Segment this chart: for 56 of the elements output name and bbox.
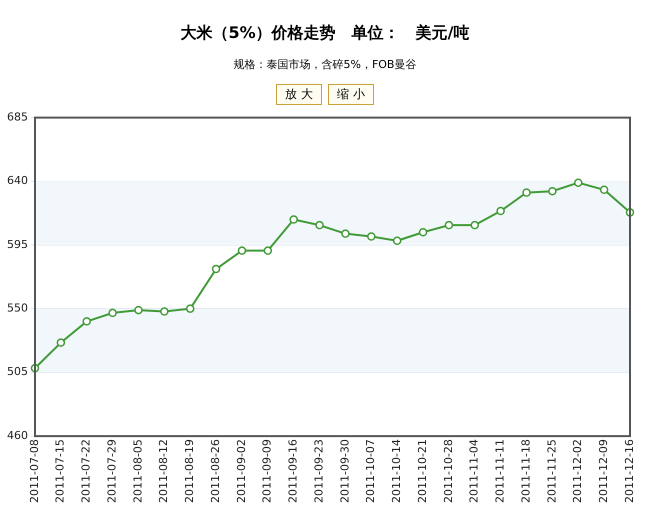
x-tick-label: 2011-10-28 [442, 439, 455, 504]
point [392, 236, 402, 245]
point [367, 232, 376, 241]
x-tick-label: 2011-07-29 [105, 439, 118, 504]
x-tick-label: 2011-11-11 [494, 439, 507, 504]
y-tick-label: 505 [6, 365, 28, 378]
x-tick-label: 2011-08-26 [208, 439, 222, 504]
y-tick-label: 685 [6, 110, 28, 124]
x-tick-label: 2011-09-09 [260, 439, 274, 504]
point [108, 308, 117, 318]
point [600, 186, 608, 194]
x-tick-label: 2011-11-18 [519, 439, 532, 504]
point [418, 228, 428, 236]
point [289, 215, 298, 224]
x-tick-label: 2011-09-02 [234, 439, 248, 504]
x-tick-label: 2011-10-07 [364, 439, 378, 504]
x-tick-label: 2011-10-14 [390, 439, 404, 504]
point [444, 220, 454, 230]
x-tick-label: 2011-08-05 [131, 439, 144, 504]
x-tick-label: 2011-12-02 [571, 439, 584, 504]
point [341, 229, 350, 238]
point [82, 317, 91, 326]
point [134, 306, 143, 314]
x-tick-label: 2011-09-30 [338, 439, 352, 504]
point [238, 246, 246, 255]
x-tick-label: 2011-12-09 [596, 439, 610, 504]
x-tick-label: 2011-09-16 [286, 439, 300, 504]
x-tick-label: 2011-08-12 [157, 439, 170, 504]
x-tick-label: 2011-12-16 [622, 439, 636, 504]
point [186, 304, 194, 313]
x-tick-label: 2011-07-08 [28, 439, 41, 504]
point [264, 246, 272, 255]
chart-title: 大米（5%）价格走势 单位： 美元/吨 [179, 22, 470, 44]
y-tick-label: 595 [6, 238, 28, 251]
x-tick-label: 2011-08-19 [183, 439, 196, 504]
chart-subtitle: 规格：泰国市场，含碎5%，FOB曼谷 [232, 56, 418, 72]
x-tick-label: 2011-07-22 [80, 439, 93, 504]
point [212, 264, 220, 274]
point [470, 220, 480, 230]
x-tick-label: 2011-10-21 [416, 439, 429, 504]
y-tick-label: 550 [6, 302, 28, 315]
point [574, 178, 583, 187]
y-tick-label: 460 [6, 428, 28, 442]
x-tick-label: 2011-07-15 [54, 439, 67, 504]
point [496, 206, 505, 216]
point [56, 338, 66, 347]
text: 缩 小 [328, 84, 374, 104]
point [315, 220, 324, 230]
point [548, 186, 557, 196]
point [522, 188, 531, 197]
x-tick-label: 2011-11-25 [545, 439, 558, 504]
y-tick-label: 640 [6, 174, 28, 188]
point [160, 307, 169, 316]
x-tick-label: 2011-11-04 [468, 439, 481, 504]
x-tick-label: 2011-09-23 [312, 439, 326, 504]
text: 放 大 [276, 84, 322, 104]
